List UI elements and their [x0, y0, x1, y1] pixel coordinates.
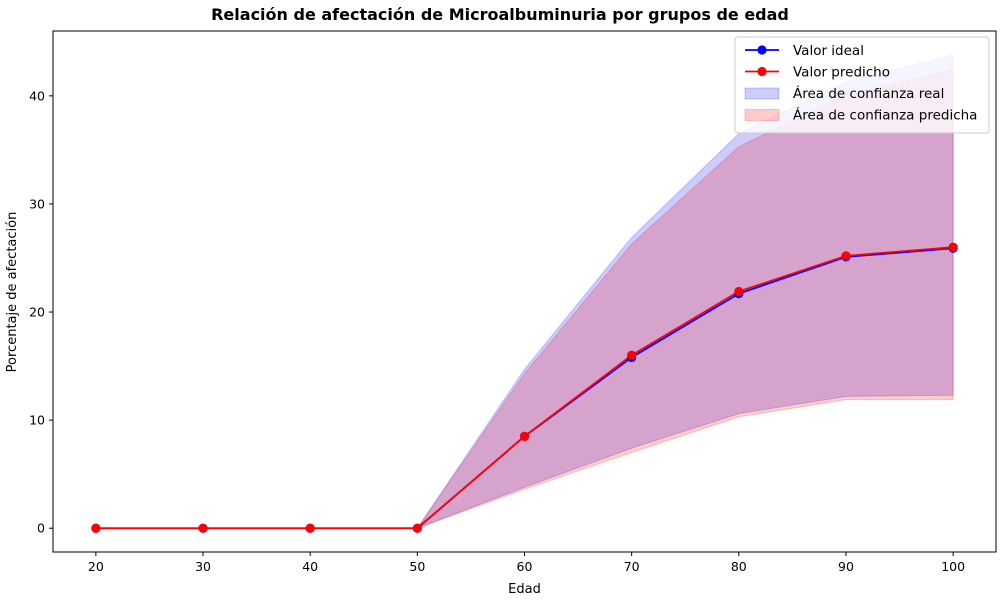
series-2-point — [519, 431, 530, 441]
x-tick-label: 50 — [409, 559, 425, 574]
y-tick-label: 10 — [29, 413, 45, 428]
x-tick-label: 70 — [624, 559, 640, 574]
y-tick-label: 40 — [29, 88, 45, 103]
series-2-point — [841, 251, 851, 261]
legend-marker-swatch — [757, 45, 767, 55]
confidence-bands — [416, 54, 954, 530]
legend-label: Área de confianza predicha — [793, 107, 977, 124]
series-markers — [91, 242, 958, 533]
x-axis-ticks: 20 30 40 50 60 70 80 90 100 — [88, 552, 965, 574]
series-2-point — [412, 523, 422, 533]
x-tick-label: 80 — [731, 559, 747, 574]
legend-label: Área de confianza real — [793, 85, 944, 102]
x-tick-label: 90 — [838, 559, 854, 574]
legend-marker-swatch — [757, 66, 767, 77]
confidence-band-2 — [416, 69, 954, 530]
y-tick-label: 30 — [29, 196, 45, 211]
x-tick-label: 40 — [302, 559, 318, 574]
series-2-point — [91, 523, 101, 533]
legend-patch-swatch — [744, 109, 780, 121]
series-2-point — [198, 523, 208, 533]
series-2-point — [627, 350, 637, 360]
x-tick-label: 20 — [88, 559, 104, 574]
chart-title: Relación de afectación de Microalbuminur… — [211, 5, 789, 24]
y-tick-label: 0 — [37, 521, 45, 536]
legend-label: Valor ideal — [793, 43, 864, 59]
y-tick-label: 20 — [29, 305, 45, 320]
series-2-point — [734, 286, 744, 297]
series-2-point — [305, 523, 315, 533]
legend-box — [734, 36, 990, 134]
legend-label: Valor predicho — [793, 65, 890, 81]
series-2-point — [948, 242, 958, 252]
y-axis-label: Porcentaje de afectación — [5, 212, 20, 373]
x-tick-label: 60 — [517, 559, 533, 574]
confidence-band-1 — [416, 54, 954, 530]
y-axis-ticks: 0 10 20 30 40 — [29, 88, 53, 536]
x-tick-label: 30 — [195, 559, 211, 574]
legend-patch-swatch — [744, 87, 780, 100]
x-axis-label: Edad — [508, 582, 541, 597]
x-tick-label: 100 — [941, 559, 965, 574]
legend: Valor ideal Valor predicho Área de confian… — [734, 36, 990, 134]
